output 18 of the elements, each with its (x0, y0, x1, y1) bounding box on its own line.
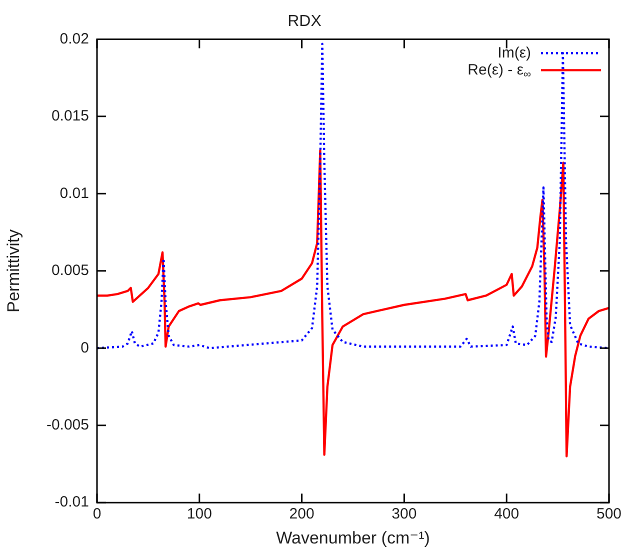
y-tick-label: -0.01 (54, 494, 89, 511)
x-tick-label: 200 (289, 506, 314, 523)
x-axis-title: Wavenumber (cm⁻¹) (276, 528, 430, 548)
chart-title: RDX (288, 13, 322, 30)
y-axis-title: Permittivity (4, 228, 23, 312)
y-tick-label: 0.01 (60, 184, 89, 202)
x-tick-label: 0 (92, 506, 102, 523)
y-tick-label: 0 (80, 339, 89, 356)
y-tick-label: 0.005 (51, 262, 89, 280)
x-tick-label: 100 (186, 506, 212, 523)
legend-label: Im(ε) (498, 44, 532, 62)
x-tick-label: 300 (392, 506, 417, 523)
x-tick-label: 500 (596, 506, 622, 523)
y-tick-label: 0.015 (51, 108, 89, 125)
y-tick-label: -0.005 (46, 416, 89, 434)
y-tick-label: 0.02 (60, 30, 89, 48)
x-tick-label: 400 (494, 506, 520, 523)
legend-label: Re(ε) - ε∞ (468, 61, 532, 81)
